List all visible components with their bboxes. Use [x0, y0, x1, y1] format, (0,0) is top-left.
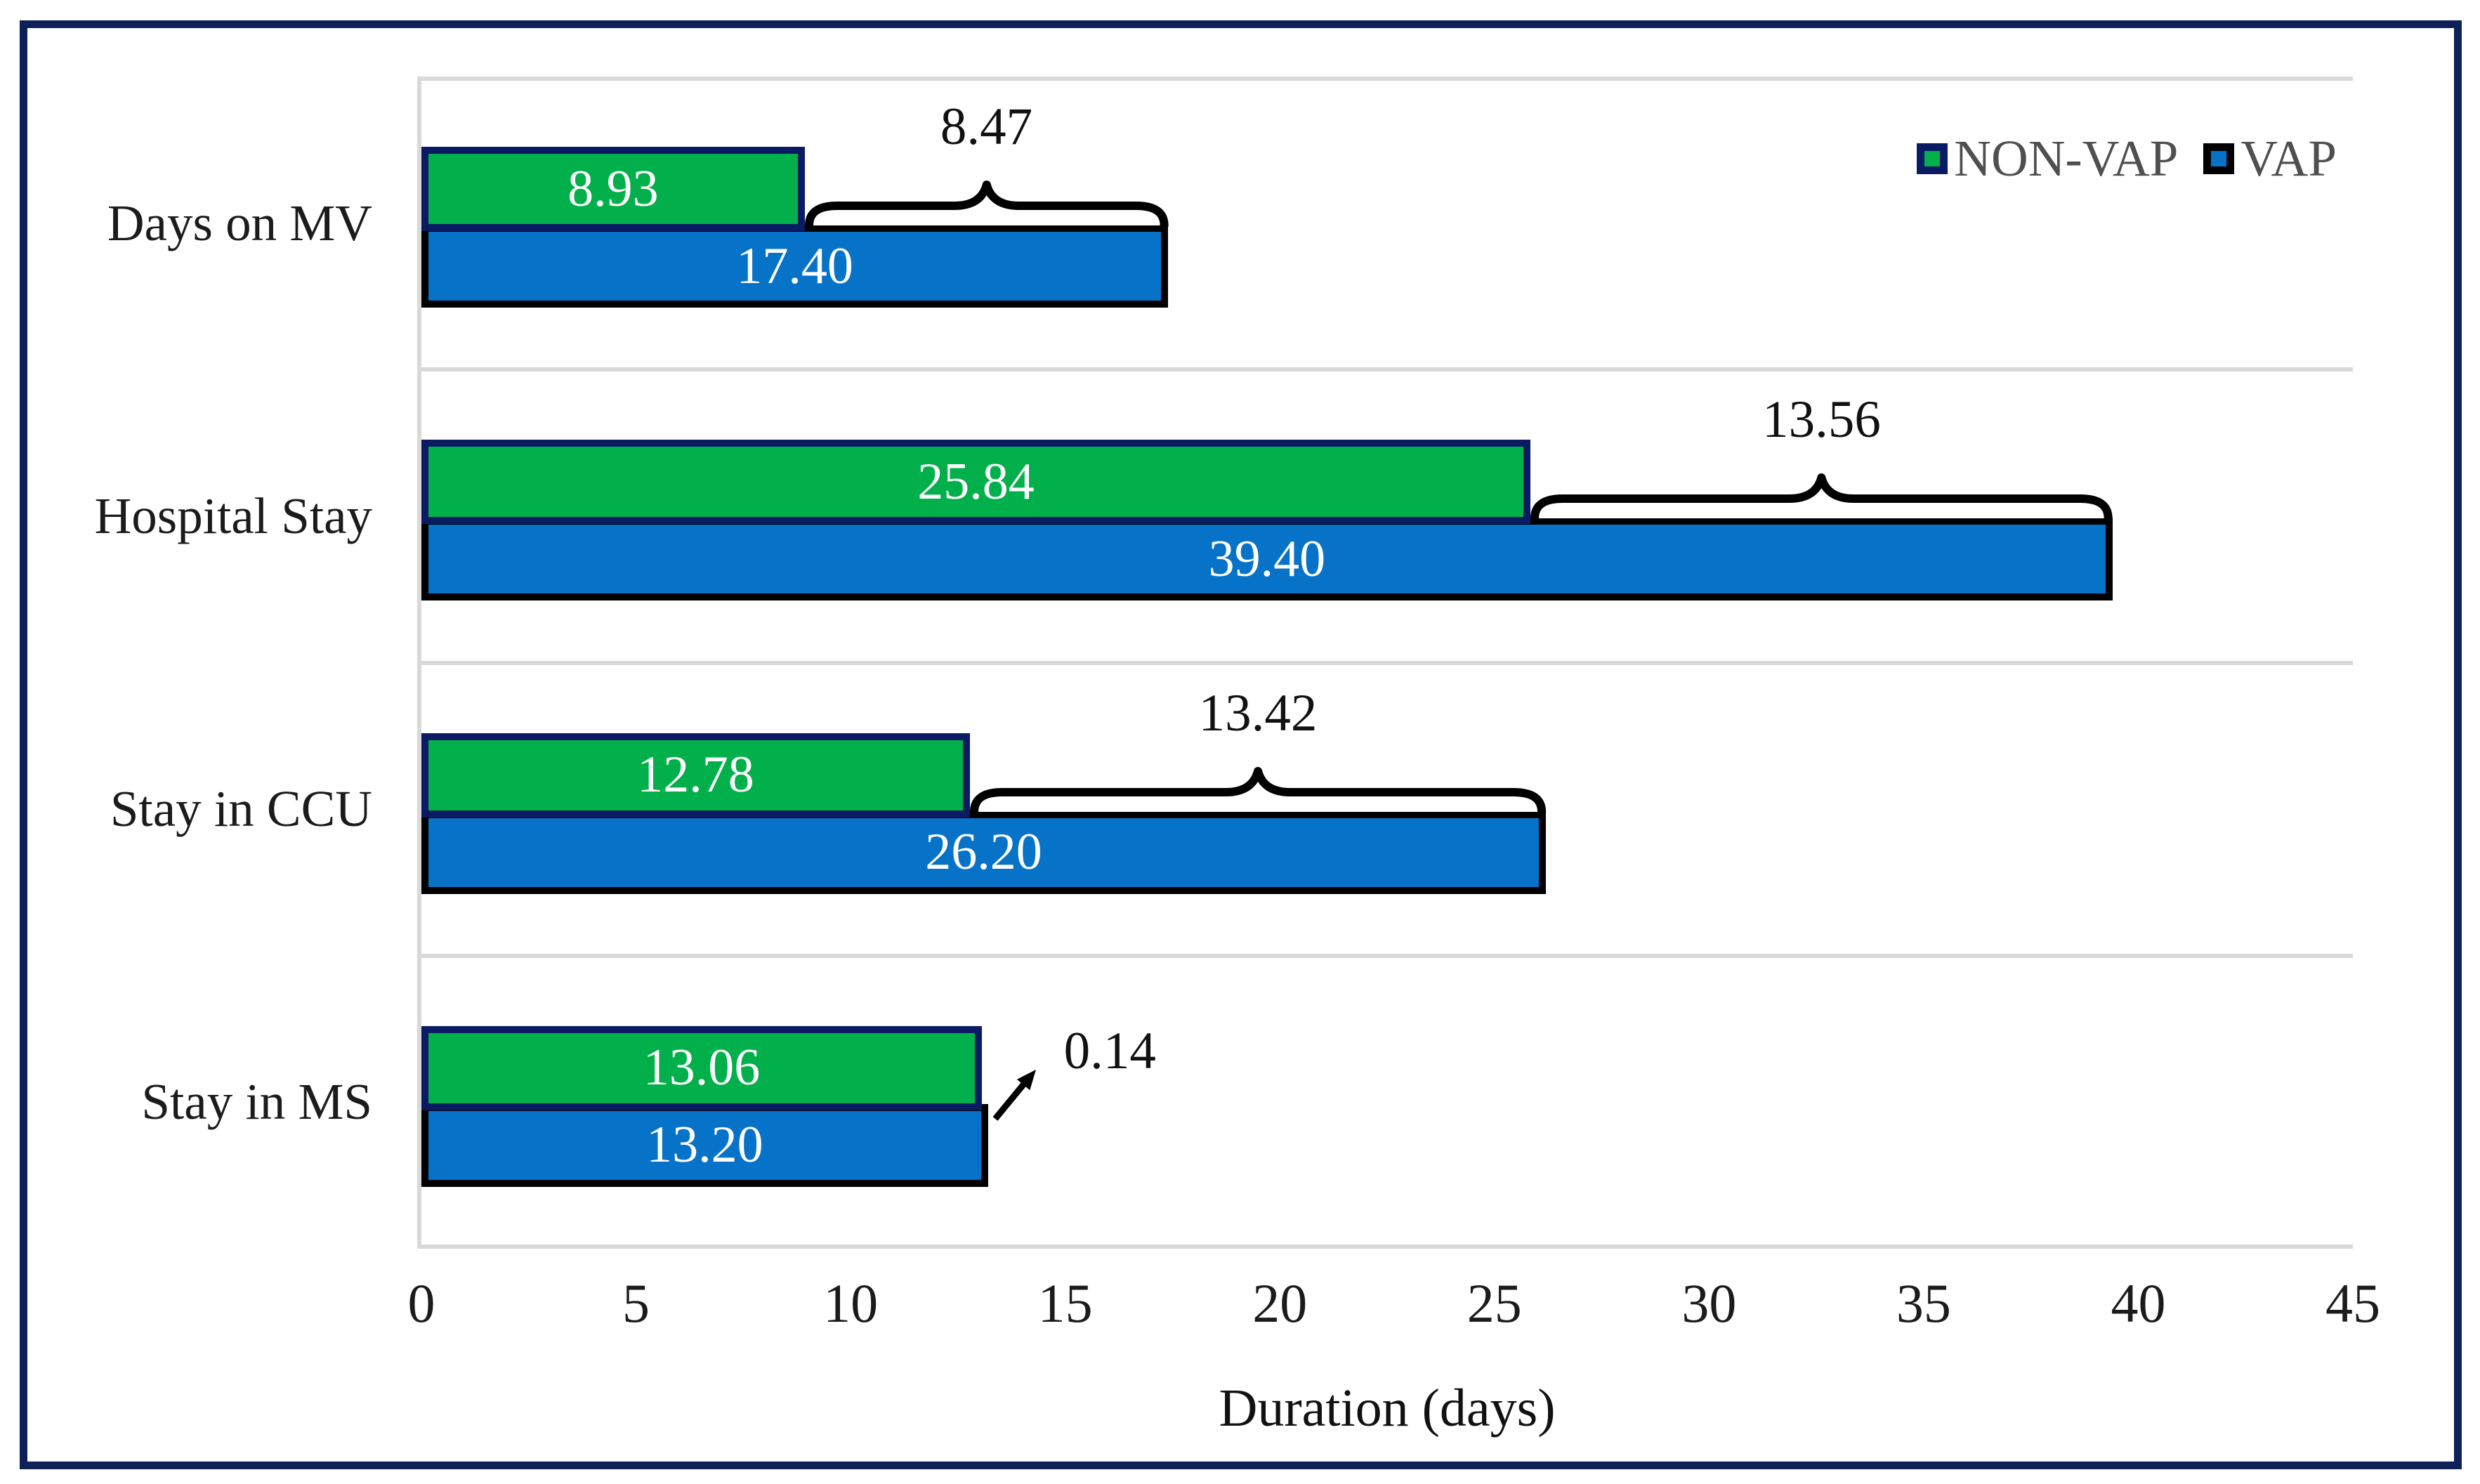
- x-tick-label-5: 5: [622, 1273, 650, 1334]
- category-label-stay-in-ccu: Stay in CCU: [110, 780, 372, 838]
- bar-vap-stay-in-ccu: 26.20: [421, 810, 1547, 894]
- x-tick-label-30: 30: [1681, 1273, 1737, 1334]
- category-label-hospital-stay: Hospital Stay: [94, 487, 372, 544]
- y-axis-line: [417, 77, 421, 1249]
- bar-value-label: 12.78: [637, 746, 754, 803]
- plot-border-bottom: [421, 1245, 2353, 1249]
- difference-label: 8.47: [940, 98, 1033, 156]
- x-axis-title: Duration (days): [1219, 1379, 1556, 1438]
- difference-brace: [970, 766, 1547, 816]
- difference-label: 0.14: [1063, 1021, 1156, 1080]
- difference-arrow: [992, 1069, 1036, 1121]
- legend-label: NON-VAP: [1954, 130, 2179, 187]
- figure-border: [20, 20, 2462, 1469]
- x-tick-label-10: 10: [823, 1273, 879, 1334]
- bar-value-label: 26.20: [925, 823, 1042, 881]
- x-tick-label-40: 40: [2111, 1273, 2166, 1334]
- x-tick-label-15: 15: [1037, 1273, 1093, 1334]
- legend-item-vap: VAP: [2203, 129, 2337, 188]
- plot-border-top: [421, 77, 2353, 81]
- difference-label: 13.42: [1198, 683, 1318, 742]
- x-tick-label-20: 20: [1252, 1273, 1308, 1334]
- x-tick-label-35: 35: [1896, 1273, 1951, 1334]
- category-gridline: [421, 367, 2353, 372]
- category-label-days-on-mv: Days on MV: [107, 194, 372, 251]
- bar-value-label: 8.93: [567, 159, 659, 218]
- bar-vap-stay-in-ms: 13.20: [421, 1103, 988, 1187]
- x-tick-label-0: 0: [407, 1273, 435, 1334]
- x-tick-label-25: 25: [1467, 1273, 1522, 1334]
- difference-brace: [804, 180, 1169, 230]
- bar-value-label: 25.84: [917, 452, 1035, 511]
- bar-vap-days-on-mv: 17.40: [421, 225, 1169, 308]
- bar-non-vap-stay-in-ccu: 12.78: [421, 733, 970, 817]
- bar-non-vap-hospital-stay: 25.84: [421, 440, 1531, 525]
- bar-value-label: 39.40: [1208, 530, 1326, 588]
- category-gridline: [421, 953, 2353, 958]
- x-tick-label-45: 45: [2325, 1273, 2380, 1334]
- category-gridline: [421, 660, 2353, 665]
- legend-swatch-vap: [2203, 143, 2235, 174]
- bar-vap-hospital-stay: 39.40: [421, 518, 2113, 601]
- bar-value-label: 17.40: [736, 237, 853, 295]
- category-label-stay-in-ms: Stay in MS: [141, 1073, 372, 1131]
- difference-label: 13.56: [1762, 390, 1881, 449]
- bar-value-label: 13.20: [646, 1116, 763, 1174]
- difference-brace: [1530, 473, 2113, 523]
- legend-item-non-vap: NON-VAP: [1917, 129, 2178, 188]
- bar-value-label: 13.06: [643, 1039, 761, 1097]
- legend-label: VAP: [2240, 130, 2337, 187]
- bar-non-vap-stay-in-ms: 13.06: [421, 1025, 983, 1110]
- legend: NON-VAP VAP: [1917, 129, 2337, 188]
- bar-non-vap-days-on-mv: 8.93: [421, 147, 805, 231]
- legend-swatch-non-vap: [1917, 143, 1948, 174]
